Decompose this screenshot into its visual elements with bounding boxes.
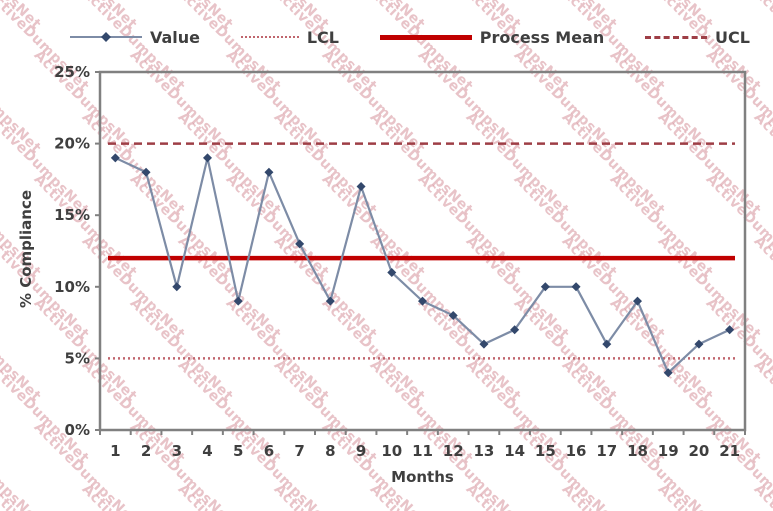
value-point-marker <box>264 167 274 177</box>
legend-value-line-sample <box>70 32 142 42</box>
x-tick-label: 11 <box>412 442 433 460</box>
x-tick-label: 15 <box>535 442 556 460</box>
value-point-marker <box>387 267 397 277</box>
legend-label: LCL <box>306 27 339 47</box>
value-point-marker <box>356 182 366 192</box>
y-tick-label: 20% <box>54 135 90 153</box>
x-tick-label: 20 <box>688 442 709 460</box>
value-point-marker <box>418 296 427 306</box>
x-tick-label: 21 <box>719 442 740 460</box>
x-tick-label: 18 <box>627 442 648 460</box>
x-tick-label: 10 <box>381 442 402 460</box>
diamond-marker-icon <box>101 32 111 42</box>
legend-item-process-mean: Process Mean <box>379 27 605 47</box>
value-point-marker <box>694 339 704 349</box>
legend-label: Process Mean <box>479 27 605 47</box>
legend-lcl-line-sample <box>240 36 299 38</box>
x-tick-label: 6 <box>264 442 274 460</box>
value-point-marker <box>602 339 612 349</box>
value-point-marker <box>540 282 550 292</box>
value-point-marker <box>233 296 243 306</box>
x-tick-label: 19 <box>658 442 679 460</box>
x-tick-label: 2 <box>141 442 151 460</box>
x-tick-label: 4 <box>202 442 212 460</box>
value-point-marker <box>479 339 489 349</box>
x-tick-label: 16 <box>566 442 587 460</box>
value-point-marker <box>725 325 735 335</box>
value-line <box>114 156 731 374</box>
legend-item-ucl: UCL <box>645 28 750 47</box>
y-tick-label: 15% <box>54 206 90 224</box>
legend-item-lcl: LCL <box>240 27 339 47</box>
x-tick-label: 14 <box>504 442 525 460</box>
value-point-marker <box>448 310 458 320</box>
y-tick-label: 5% <box>65 349 90 367</box>
x-axis-title: Months <box>391 468 454 486</box>
plot-border <box>98 70 747 432</box>
value-point-marker <box>510 325 520 335</box>
x-tick-label: 8 <box>325 442 335 460</box>
value-point-marker <box>633 296 642 306</box>
legend-mean-line-sample <box>379 34 472 40</box>
value-point-marker <box>172 282 182 292</box>
value-point-marker <box>663 368 673 378</box>
x-tick-label: 12 <box>443 442 464 460</box>
legend-label: Value <box>150 27 201 47</box>
legend-item-value: Value <box>70 28 200 47</box>
legend-label: UCL <box>715 27 750 47</box>
legend-ucl-line-sample <box>645 35 708 39</box>
x-tick-label: 9 <box>356 442 366 460</box>
y-tick-label: 25% <box>54 63 90 81</box>
x-tick-label: 1 <box>110 442 120 460</box>
y-tick-label: 0% <box>65 421 90 439</box>
y-tick-label: 10% <box>54 278 90 296</box>
value-point-marker <box>141 167 151 177</box>
value-point-marker <box>203 153 212 163</box>
value-point-marker <box>295 239 305 249</box>
chart-legend: Value LCL Process Mean UCL <box>70 24 750 50</box>
x-tick-label: 7 <box>294 442 304 460</box>
x-tick-label: 17 <box>596 442 617 460</box>
x-tick-label: 13 <box>473 442 494 460</box>
value-point-marker <box>325 296 335 306</box>
value-point-marker <box>110 153 120 163</box>
value-point-marker <box>571 282 581 292</box>
x-tick-label: 5 <box>233 442 243 460</box>
y-axis-title: % Compliance <box>17 189 35 309</box>
x-tick-label: 3 <box>172 442 182 460</box>
